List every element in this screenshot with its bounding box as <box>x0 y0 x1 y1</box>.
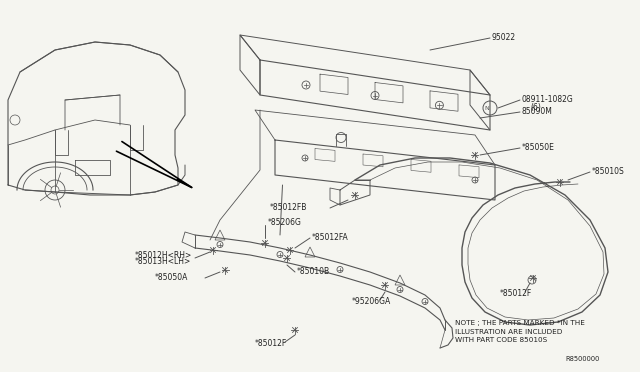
Text: *85012FB: *85012FB <box>270 202 307 212</box>
Text: *85206G: *85206G <box>268 218 302 227</box>
Text: *85012FA: *85012FA <box>312 232 349 241</box>
Text: *85013H<LH>: *85013H<LH> <box>135 257 191 266</box>
Text: NOTE ; THE PARTS MARKED *IN THE
ILLUSTRATION ARE INCLUDED
WITH PART CODE 85010S: NOTE ; THE PARTS MARKED *IN THE ILLUSTRA… <box>455 320 585 343</box>
Text: *85010B: *85010B <box>297 266 330 276</box>
Text: 08911-1082G: 08911-1082G <box>522 94 573 103</box>
Text: *85050E: *85050E <box>522 142 555 151</box>
Text: 85090M: 85090M <box>522 106 553 115</box>
Text: *85010S: *85010S <box>592 167 625 176</box>
Text: *85050A: *85050A <box>155 273 188 282</box>
Text: *85012H<RH>: *85012H<RH> <box>135 250 192 260</box>
Text: *85012F: *85012F <box>255 340 287 349</box>
Text: N: N <box>484 106 490 110</box>
Text: (6): (6) <box>530 103 541 112</box>
Text: R8500000: R8500000 <box>565 356 600 362</box>
Text: *85012F: *85012F <box>500 289 532 298</box>
Text: *95206GA: *95206GA <box>352 298 391 307</box>
Text: 95022: 95022 <box>492 32 516 42</box>
